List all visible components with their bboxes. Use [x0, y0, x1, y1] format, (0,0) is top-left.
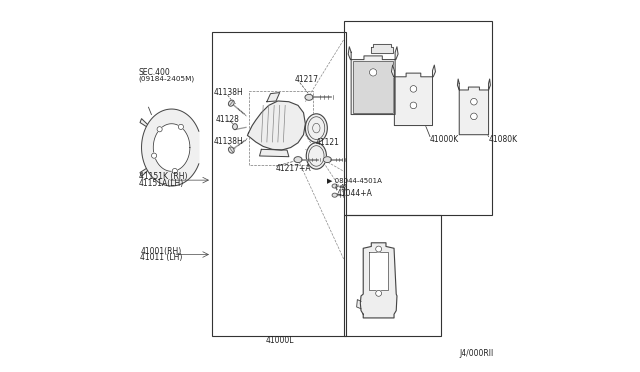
- Polygon shape: [154, 124, 190, 171]
- Polygon shape: [140, 169, 148, 176]
- Ellipse shape: [228, 147, 234, 153]
- Ellipse shape: [228, 100, 234, 106]
- Text: SEC.400: SEC.400: [139, 68, 170, 77]
- Circle shape: [376, 246, 381, 252]
- Circle shape: [152, 153, 157, 158]
- Text: 41151K (RH): 41151K (RH): [139, 172, 187, 181]
- Text: 41121: 41121: [316, 138, 339, 147]
- Circle shape: [157, 127, 162, 132]
- Text: 41138H: 41138H: [214, 137, 243, 146]
- Circle shape: [470, 99, 477, 105]
- Ellipse shape: [332, 193, 337, 197]
- Text: 41000L: 41000L: [266, 336, 294, 345]
- Text: J4/000RII: J4/000RII: [460, 349, 493, 358]
- Bar: [344, 21, 492, 215]
- Text: 41138H: 41138H: [214, 88, 243, 97]
- Text: 41011 (LH): 41011 (LH): [140, 253, 183, 262]
- Circle shape: [369, 69, 377, 76]
- Ellipse shape: [307, 143, 326, 169]
- Text: 41128: 41128: [216, 115, 239, 124]
- Bar: [212, 32, 346, 336]
- Circle shape: [172, 169, 177, 174]
- Bar: [344, 215, 441, 336]
- Polygon shape: [348, 47, 398, 115]
- Ellipse shape: [294, 157, 302, 163]
- Text: 41000K: 41000K: [430, 135, 459, 144]
- Ellipse shape: [232, 124, 237, 129]
- Circle shape: [376, 291, 381, 296]
- Polygon shape: [369, 252, 388, 291]
- Polygon shape: [392, 65, 435, 125]
- Polygon shape: [248, 101, 305, 150]
- Text: 41217: 41217: [294, 75, 318, 84]
- Circle shape: [179, 124, 184, 129]
- Ellipse shape: [305, 94, 313, 100]
- Text: 41151A(LH): 41151A(LH): [139, 179, 184, 187]
- Text: 41080K: 41080K: [488, 135, 518, 144]
- Text: 41001(RH): 41001(RH): [140, 247, 182, 256]
- Text: ( 4): ( 4): [335, 183, 347, 190]
- Text: ▶ 08044-4501A: ▶ 08044-4501A: [326, 177, 381, 183]
- Circle shape: [470, 113, 477, 120]
- Polygon shape: [260, 149, 289, 157]
- Polygon shape: [267, 93, 280, 102]
- Text: (09184-2405M): (09184-2405M): [139, 76, 195, 82]
- Circle shape: [410, 86, 417, 92]
- Polygon shape: [356, 299, 361, 309]
- Polygon shape: [141, 109, 199, 186]
- Ellipse shape: [323, 157, 332, 163]
- Ellipse shape: [305, 114, 327, 142]
- Bar: [353, 61, 394, 113]
- Polygon shape: [140, 119, 148, 126]
- Polygon shape: [458, 79, 490, 135]
- Polygon shape: [360, 243, 397, 318]
- Text: 41217+A: 41217+A: [276, 164, 312, 173]
- Text: 41044+A: 41044+A: [337, 189, 372, 198]
- Circle shape: [410, 102, 417, 109]
- Ellipse shape: [332, 184, 337, 188]
- Polygon shape: [371, 44, 394, 53]
